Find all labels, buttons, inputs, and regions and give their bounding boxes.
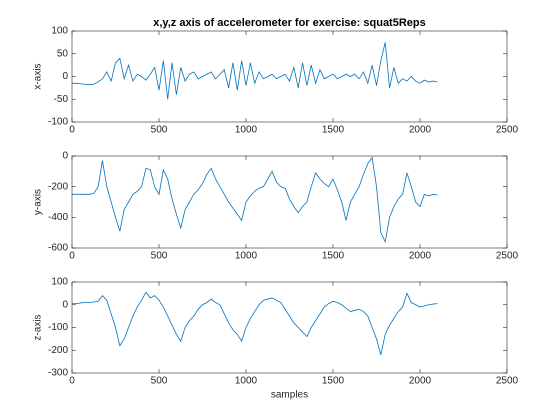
chart-title: x,y,z axis of accelerometer for exercise… [153,17,426,29]
x-tick-label: 1500 [322,376,345,387]
x-tick-label: 2000 [409,125,432,136]
x-axis-label: samples [271,390,308,401]
y-tick-label: -600 [48,243,68,254]
data-line [72,156,438,244]
y-axis-label: x-axis [33,63,44,89]
axes-box [71,155,508,249]
x-tick-label: 2500 [496,376,519,387]
x-tick-label: 1000 [235,376,258,387]
x-tick-label: 500 [151,125,168,136]
data-line [72,291,438,355]
x-tick-label: 2000 [409,251,432,262]
y-axis-label: y-axis [33,189,44,215]
y-tick-label: -200 [48,181,68,192]
y-tick-label: 50 [57,48,69,59]
x-tick-label: 500 [151,251,168,262]
y-tick-label: -50 [54,94,69,105]
x-tick-label: 1000 [235,251,258,262]
y-tick-label: 100 [51,26,68,37]
y-tick-label: 0 [62,71,68,82]
x-tick-label: 2500 [496,251,519,262]
x-tick-label: 1500 [322,251,345,262]
y-tick-label: 100 [51,277,68,288]
y-axis-label: z-axis [33,314,44,340]
x-tick-label: 2000 [409,376,432,387]
axes-background [72,156,507,248]
y-tick-label: 0 [62,151,68,162]
y-tick-label: -400 [48,212,68,223]
x-tick-label: 0 [69,125,75,136]
data-line [72,42,438,100]
y-tick-label: -200 [48,345,68,356]
y-tick-label: 0 [62,299,68,310]
axes-background [72,31,507,122]
axes-background [72,282,507,373]
x-tick-label: 1000 [235,125,258,136]
x-tick-label: 0 [69,376,75,387]
x-tick-label: 1500 [322,125,345,136]
y-tick-label: -300 [48,368,68,379]
y-tick-label: -100 [48,117,68,128]
x-tick-label: 500 [151,376,168,387]
x-tick-label: 0 [69,251,75,262]
x-tick-label: 2500 [496,125,519,136]
y-tick-label: -100 [48,322,68,333]
